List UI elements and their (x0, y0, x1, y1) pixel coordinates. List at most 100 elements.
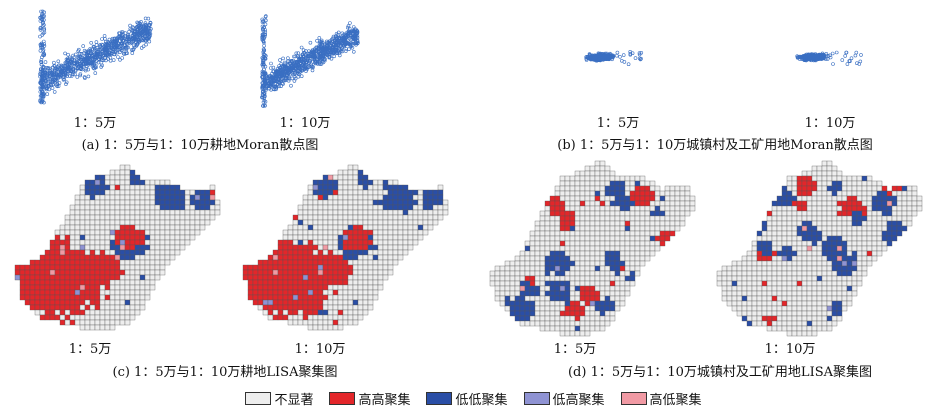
lisa-cell (282, 234, 289, 241)
lisa-cell (564, 250, 571, 257)
lisa-cell (539, 260, 546, 267)
lisa-cell (352, 174, 359, 181)
lisa-cell (654, 245, 661, 252)
lisa-cell (109, 264, 116, 271)
lisa-cell (287, 234, 294, 241)
lisa-cell (382, 229, 389, 236)
lisa-cell (104, 174, 111, 181)
lisa-cell (317, 214, 324, 221)
lisa-cell (89, 289, 96, 296)
scatter-point (801, 54, 806, 59)
lisa-cell (614, 280, 621, 287)
lisa-cell (184, 234, 191, 241)
lisa-cell (297, 209, 304, 216)
scatter-point (273, 75, 278, 79)
lisa-cell (154, 269, 161, 276)
scatter-point (639, 56, 643, 61)
lisa-cell (519, 320, 526, 327)
scatter-point (353, 30, 357, 34)
lisa-cell (29, 259, 36, 266)
lisa-cell (544, 310, 551, 317)
lisa-cell (347, 284, 354, 291)
lisa-cell (569, 295, 576, 302)
lisa-cell (184, 219, 191, 226)
lisa-cell (54, 299, 61, 306)
lisa-cell (554, 190, 561, 197)
lisa-cell (54, 284, 61, 291)
scatter-point (98, 51, 103, 56)
lisa-cell (357, 314, 364, 321)
lisa-cell (624, 235, 631, 242)
scatter-point (42, 53, 46, 58)
lisa-cell (559, 215, 566, 222)
lisa-cell (654, 215, 661, 222)
lisa-cell (54, 254, 61, 261)
scatter-point (103, 36, 107, 41)
lisa-cell (129, 284, 136, 291)
scatter-point (615, 50, 620, 55)
scatter-point (125, 45, 129, 50)
lisa-cell (327, 204, 334, 211)
lisa-cell (539, 220, 546, 227)
lisa-cell (74, 224, 81, 231)
lisa-cell (514, 285, 521, 292)
lisa-cell (402, 199, 409, 206)
lisa-cell (529, 290, 536, 297)
lisa-cell (584, 165, 591, 172)
lisa-cell (362, 239, 369, 246)
scatter-point (38, 28, 43, 32)
lisa-cell (139, 224, 146, 231)
lisa-cell (79, 304, 86, 311)
lisa-cell (362, 304, 369, 311)
lisa-cell (74, 239, 81, 246)
scatter-point (144, 24, 149, 29)
lisa-cell (144, 184, 151, 191)
lisa-cell (529, 270, 536, 277)
lisa-cell (169, 229, 176, 236)
lisa-cell (377, 224, 384, 231)
lisa-cell (584, 310, 591, 317)
lisa-cell (49, 264, 56, 271)
scatter-point (40, 82, 45, 87)
lisa-cell (302, 269, 309, 276)
lisa-cell (397, 249, 404, 256)
lisa-cell (644, 210, 651, 217)
lisa-cell (347, 314, 354, 321)
scatter-point (135, 20, 139, 25)
lisa-cell (559, 270, 566, 277)
lisa-cell (417, 199, 424, 206)
lisa-cell (524, 275, 531, 282)
lisa-cell (619, 260, 626, 267)
lisa-cell (69, 279, 76, 286)
lisa-cell (569, 300, 576, 307)
lisa-cell (619, 280, 626, 287)
lisa-cell (544, 305, 551, 312)
lisa-cell (257, 294, 264, 301)
moran-scatter-b2 (795, 50, 863, 66)
lisa-cell (644, 245, 651, 252)
lisa-cell (614, 255, 621, 262)
lisa-cell (312, 209, 319, 216)
lisa-cell (342, 189, 349, 196)
scatter-point (311, 60, 315, 64)
lisa-cell (604, 170, 611, 177)
lisa-cell (377, 189, 384, 196)
lisa-cell (184, 239, 191, 246)
lisa-cell (19, 279, 26, 286)
lisa-cell (509, 275, 516, 282)
lisa-cell (574, 315, 581, 322)
scatter-point (596, 53, 601, 57)
scatter-point (78, 72, 83, 76)
lisa-cell (554, 250, 561, 257)
lisa-cell (109, 249, 116, 256)
scatter-point (39, 9, 43, 14)
lisa-cell (252, 264, 259, 271)
lisa-cell (407, 229, 414, 236)
lisa-cell (372, 279, 379, 286)
lisa-cell (377, 259, 384, 266)
lisa-cell (84, 184, 91, 191)
lisa-cell (342, 294, 349, 301)
lisa-cell (337, 199, 344, 206)
lisa-cell (297, 274, 304, 281)
lisa-cell (564, 295, 571, 302)
